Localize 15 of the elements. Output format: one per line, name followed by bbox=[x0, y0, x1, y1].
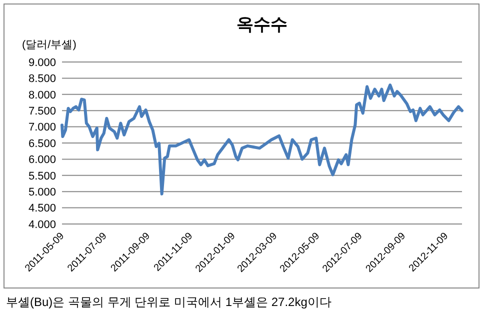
y-tick-label: 5.500 bbox=[28, 170, 56, 182]
y-tick-label: 7.500 bbox=[28, 105, 56, 118]
line-series bbox=[60, 84, 464, 196]
y-tick-label: 4.000 bbox=[28, 218, 56, 231]
y-tick-label: 5.000 bbox=[28, 186, 56, 198]
y-tick-label: 7.000 bbox=[28, 122, 56, 134]
y-axis-title: (달러/부셸) bbox=[22, 39, 76, 51]
y-tick-label: 4.500 bbox=[28, 202, 56, 215]
y-tick-label: 6.500 bbox=[28, 138, 56, 150]
y-tick-label: 6.000 bbox=[28, 154, 56, 166]
y-tick-label: 9.000 bbox=[28, 56, 56, 69]
y-tick-label: 8.000 bbox=[28, 89, 56, 102]
text: 부셸(Bu)은 곡물의 무게 단위로 미국에서 1부셸은 27.2kg이다 bbox=[6, 295, 332, 309]
chart-title: 옥수수 bbox=[236, 15, 288, 34]
y-tick-label: 8.500 bbox=[28, 73, 56, 86]
